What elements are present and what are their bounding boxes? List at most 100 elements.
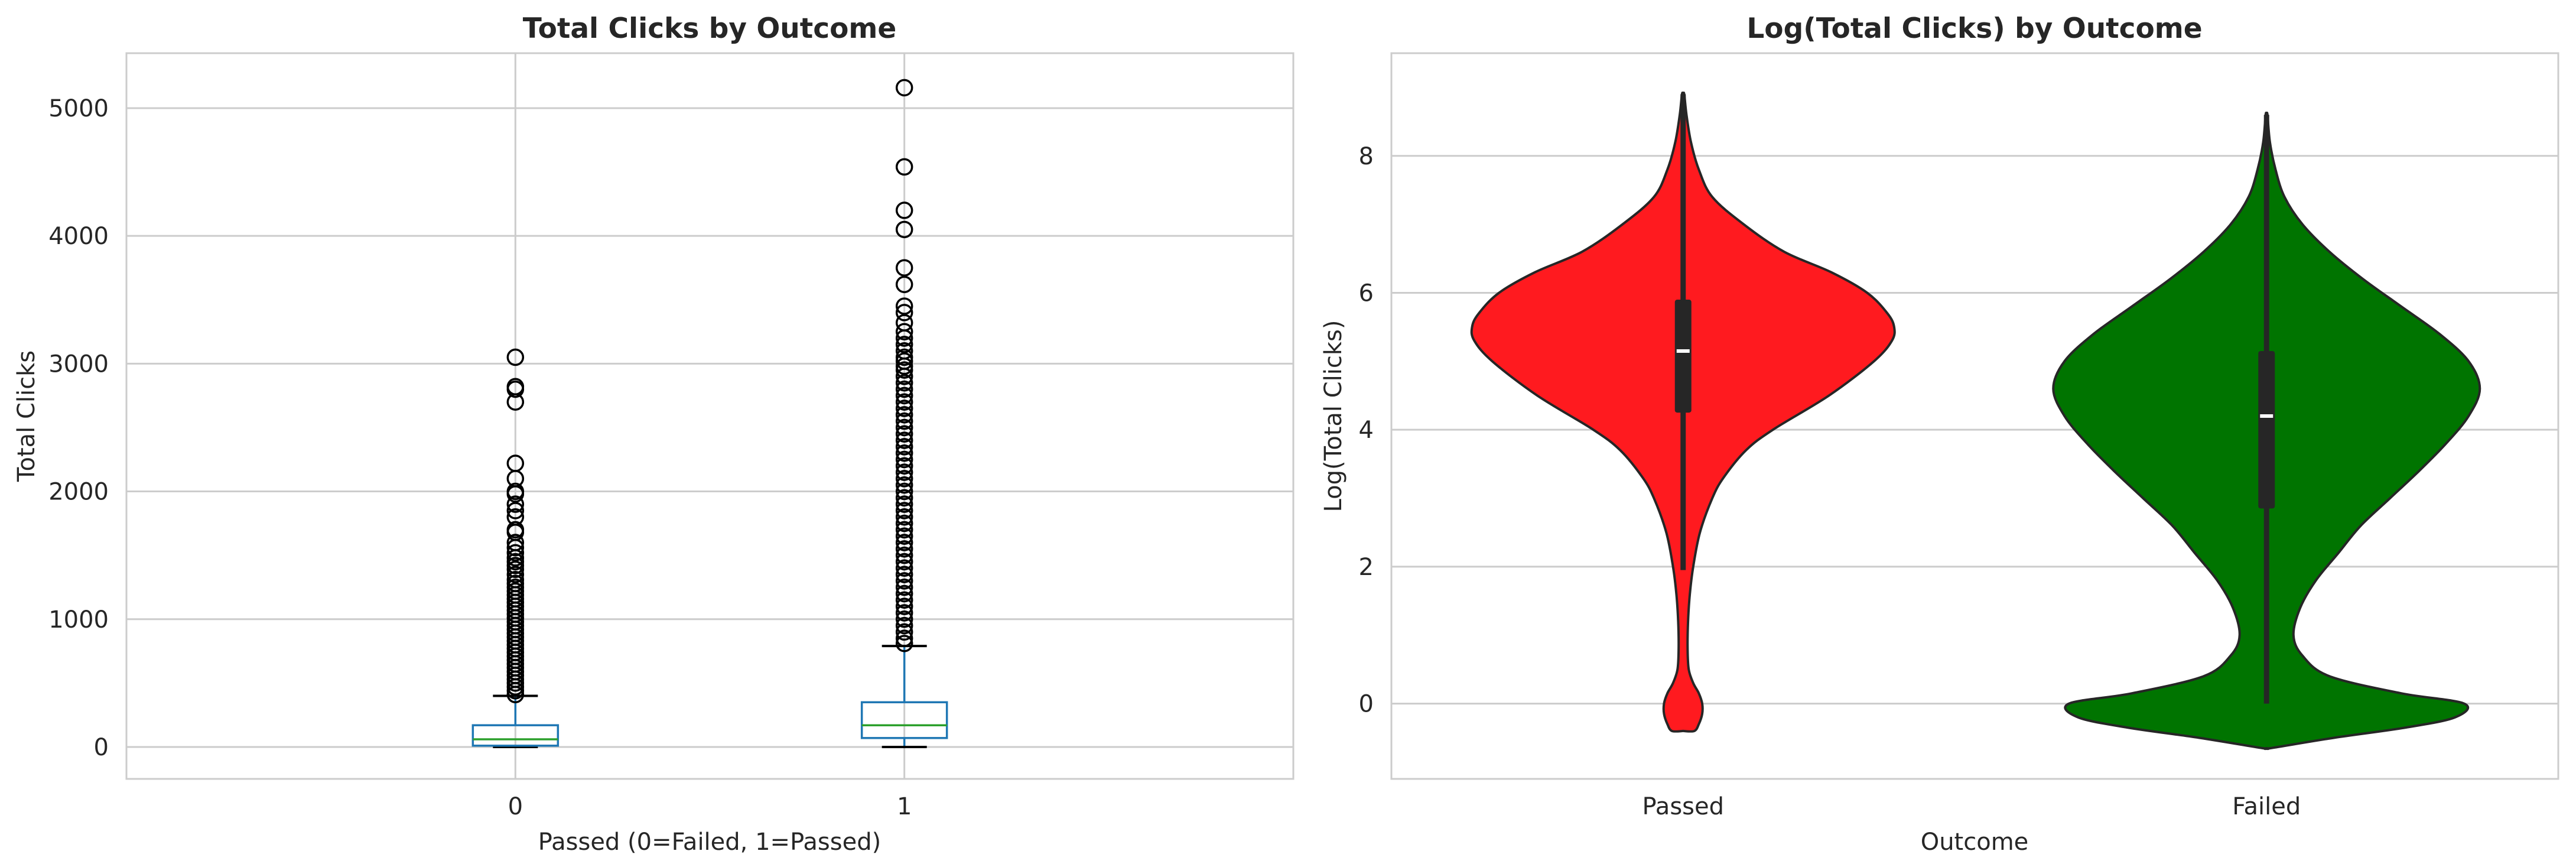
box-flier-point xyxy=(895,476,913,494)
box-flier-point xyxy=(895,540,913,558)
box-flier-point xyxy=(895,220,913,239)
box-flier-point xyxy=(506,686,525,704)
violin-group-Passed xyxy=(1470,91,1896,733)
box-flier-point xyxy=(895,386,913,405)
right-ticks: 0 2 4 6 8 Passed Failed xyxy=(1359,143,2301,820)
left-ticks: 0 1000 2000 3000 4000 5000 0 1 xyxy=(48,95,912,820)
left-x-tick-label: 1 xyxy=(897,793,912,820)
box-flier-point xyxy=(895,158,913,176)
box-flier-point xyxy=(895,259,913,277)
box-flier-point xyxy=(506,380,525,398)
right-x-axis-label: Outcome xyxy=(1921,829,2029,856)
box-flier-point xyxy=(895,508,913,526)
left-chart-title: Total Clicks by Outcome xyxy=(523,12,896,45)
right-panel: 0 2 4 6 8 Passed Failed Log(Total Clicks) by O… xyxy=(1320,12,2559,856)
box-flier-point xyxy=(895,438,913,456)
right-chart-title: Log(Total Clicks) by Outcome xyxy=(1746,12,2202,45)
box-flier-point xyxy=(895,546,913,564)
right-y-tick-label: 4 xyxy=(1359,417,1374,444)
right-x-tick-label: Failed xyxy=(2232,793,2301,820)
left-panel: 0 1000 2000 3000 4000 5000 0 1 Total Clicks by … xyxy=(13,12,1294,856)
left-y-tick-label: 5000 xyxy=(48,95,109,122)
right-y-tick-label: 2 xyxy=(1359,554,1374,581)
box-flier-point xyxy=(895,597,913,615)
box-flier-point xyxy=(895,275,913,294)
box-flier-point xyxy=(895,482,913,501)
box-flier-point xyxy=(895,336,913,353)
box-flier-point xyxy=(506,495,525,513)
box-flier-point xyxy=(895,610,913,628)
box-flier-point xyxy=(506,393,525,411)
right-y-tick-label: 8 xyxy=(1359,143,1374,170)
box-flier-point xyxy=(895,374,913,392)
left-x-tick-label: 0 xyxy=(508,793,523,820)
box-flier-point xyxy=(506,502,525,519)
right-marks xyxy=(1470,91,2481,751)
box-flier-point xyxy=(506,544,525,562)
box-flier-point xyxy=(895,425,913,443)
box-flier-point xyxy=(895,572,913,590)
box-flier-point xyxy=(895,527,913,545)
left-y-tick-label: 4000 xyxy=(48,223,109,250)
box-flier-point xyxy=(895,470,913,488)
box-flier-point xyxy=(895,457,913,475)
box-flier-point xyxy=(895,463,913,481)
left-y-tick-label: 3000 xyxy=(48,350,109,378)
box-flier-point xyxy=(895,616,913,635)
left-x-axis-label: Passed (0=Failed, 1=Passed) xyxy=(538,829,881,856)
box-flier-point xyxy=(506,485,525,503)
box-flier-point xyxy=(895,412,913,430)
box-flier-point xyxy=(895,604,913,622)
box-flier-point xyxy=(895,368,913,385)
left-y-tick-label: 2000 xyxy=(48,479,109,506)
box-iqr xyxy=(860,701,948,739)
left-plot-frame xyxy=(125,52,1294,780)
box-flier-point xyxy=(506,348,525,366)
box-group-0 xyxy=(471,348,560,748)
box-group-1 xyxy=(860,79,948,748)
box-flier-point xyxy=(895,514,913,532)
right-x-tick-label: Passed xyxy=(1642,793,1724,820)
box-flier-point xyxy=(895,406,913,424)
box-flier-point xyxy=(895,361,913,379)
box-flier-point xyxy=(895,534,913,551)
box-flier-point xyxy=(895,553,913,571)
box-flier-point xyxy=(895,578,913,596)
right-y-tick-label: 6 xyxy=(1359,280,1374,307)
box-flier-point xyxy=(895,495,913,513)
box-flier-point xyxy=(895,584,913,603)
box-flier-point xyxy=(506,566,525,583)
box-flier-point xyxy=(895,323,913,341)
box-flier-point xyxy=(895,591,913,609)
box-flier-point xyxy=(895,393,913,411)
box-flier-point xyxy=(895,629,913,647)
box-flier-point xyxy=(506,560,525,579)
box-flier-point xyxy=(895,399,913,417)
box-flier-point xyxy=(895,304,913,321)
box-flier-point xyxy=(895,521,913,539)
right-y-axis-label: Log(Total Clicks) xyxy=(1320,320,1347,512)
box-flier-point xyxy=(895,79,913,97)
right-y-tick-label: 0 xyxy=(1359,691,1374,718)
box-flier-point xyxy=(895,297,913,315)
left-marks xyxy=(471,79,948,748)
box-flier-point xyxy=(506,538,525,557)
box-flier-point xyxy=(895,431,913,449)
left-y-tick-label: 0 xyxy=(94,734,109,761)
box-iqr xyxy=(471,724,560,747)
box-flier-point xyxy=(895,202,913,219)
box-flier-point xyxy=(895,329,913,347)
box-flier-point xyxy=(895,559,913,577)
violin-iqr-bar xyxy=(1674,300,1692,413)
box-flier-point xyxy=(895,450,913,469)
box-flier-point xyxy=(895,635,913,652)
violin-group-Failed xyxy=(2052,111,2481,751)
box-flier-point xyxy=(895,502,913,519)
box-flier-point xyxy=(895,566,913,583)
right-plot-frame xyxy=(1390,52,2559,780)
left-y-axis-label: Total Clicks xyxy=(13,350,40,482)
box-flier-point xyxy=(895,489,913,507)
box-flier-point xyxy=(895,380,913,398)
violin-iqr-bar xyxy=(2258,350,2275,509)
